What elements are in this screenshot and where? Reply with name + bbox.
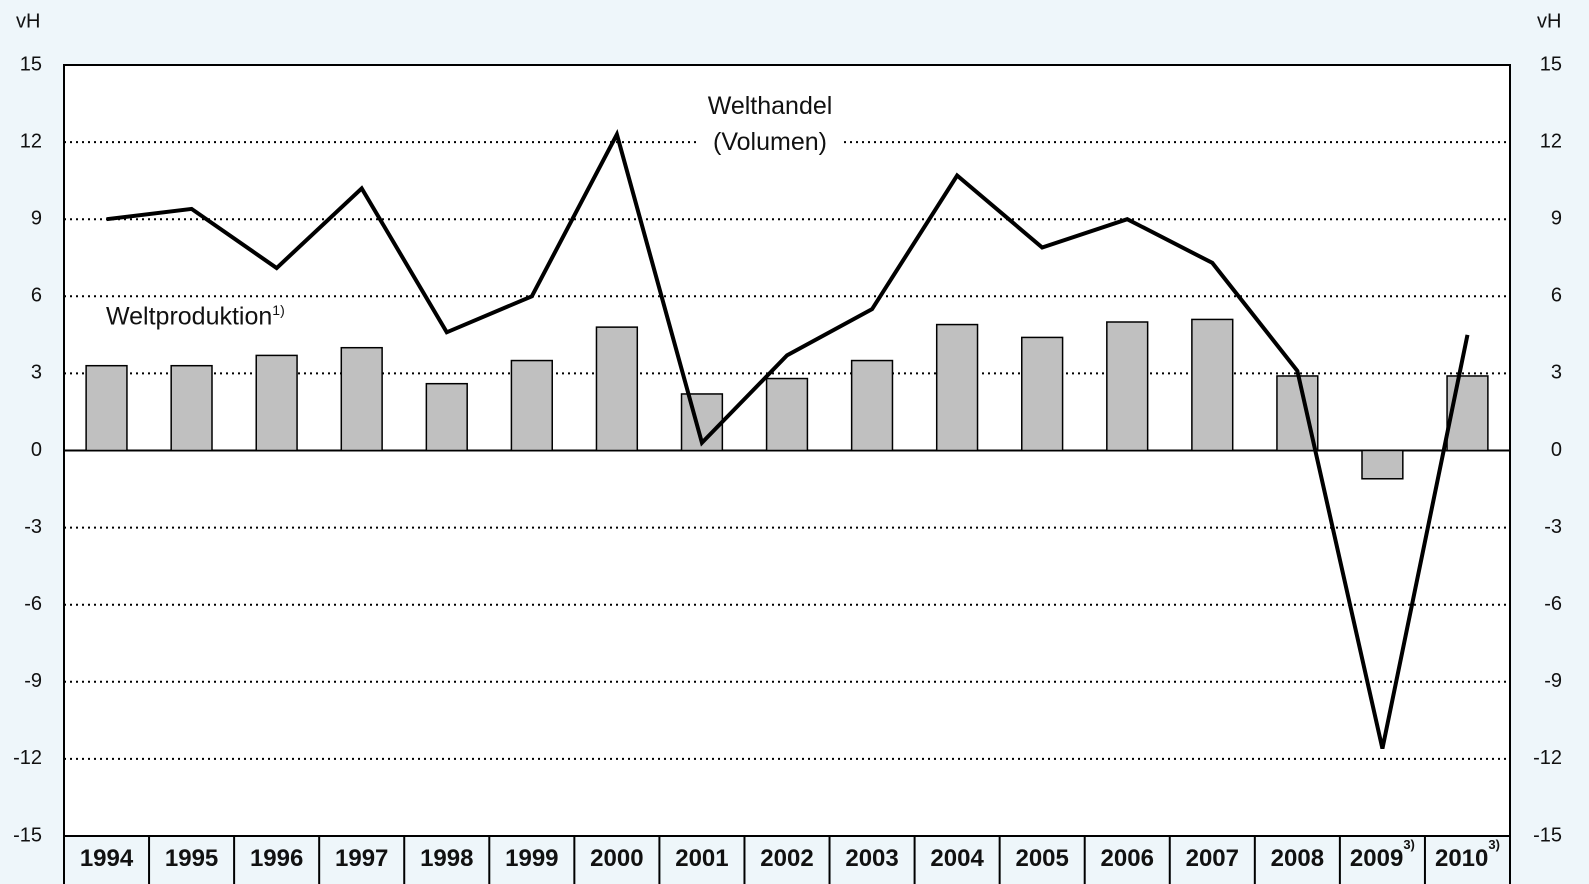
y-tick-label: 3 xyxy=(31,362,42,384)
x-tick-text: 2003 xyxy=(845,845,898,872)
x-tick-text: 1995 xyxy=(165,845,218,872)
bar xyxy=(85,364,128,452)
x-tick-text: 2005 xyxy=(1015,845,1068,872)
x-tick-text: 2004 xyxy=(930,845,984,872)
x-tick-text: 2002 xyxy=(760,845,813,872)
y2-tick-label: -6 xyxy=(1544,593,1562,615)
bar xyxy=(170,364,213,452)
y-tick-label: -3 xyxy=(24,516,42,538)
y2-tick-label: 3 xyxy=(1551,362,1562,384)
x-tick-label: 1997 xyxy=(335,845,388,872)
x-tick-label: 2007 xyxy=(1186,845,1239,872)
x-tick-label: 20103) xyxy=(1435,837,1500,872)
x-tick-label: 2005 xyxy=(1015,845,1068,872)
y2-tick-label: -9 xyxy=(1544,670,1562,692)
x-tick-label: 20093) xyxy=(1350,837,1415,872)
y2-axis-label: vH xyxy=(1537,10,1561,32)
x-tick-label: 2002 xyxy=(760,845,813,872)
x-tick-label: 2004 xyxy=(930,845,984,872)
bar-label: Weltproduktion1) xyxy=(106,302,285,331)
y2-tick-label: 12 xyxy=(1540,130,1562,152)
y-tick-label: 9 xyxy=(31,207,42,229)
y-tick-label: -15 xyxy=(13,824,42,846)
x-tick-text: 1994 xyxy=(80,845,134,872)
x-tick-label: 1998 xyxy=(420,845,473,872)
y-axis-label: vH xyxy=(16,10,40,32)
y2-tick-label: 0 xyxy=(1551,439,1562,461)
x-tick-text: 2001 xyxy=(675,845,728,872)
bar xyxy=(510,359,553,452)
x-tick-text: 2006 xyxy=(1101,845,1154,872)
y-tick-label: -9 xyxy=(24,670,42,692)
y2-tick-label: 15 xyxy=(1540,53,1562,75)
y2-tick-label: -3 xyxy=(1544,516,1562,538)
line-label: Welthandel (Volumen) xyxy=(700,88,840,160)
x-tick-text: 2000 xyxy=(590,845,643,872)
y-tick-label: 15 xyxy=(20,53,42,75)
x-tick-label: 1994 xyxy=(80,845,134,872)
line xyxy=(106,128,1470,750)
x-tick-label: 2008 xyxy=(1271,845,1324,872)
y2-tick-label: -15 xyxy=(1533,824,1562,846)
x-tick-text: 1998 xyxy=(420,845,473,872)
bar xyxy=(340,346,383,452)
bar xyxy=(1021,336,1064,452)
x-tick-text: 2008 xyxy=(1271,845,1324,872)
bar xyxy=(1106,321,1149,452)
bar xyxy=(1191,318,1234,452)
bar-label-text: Weltproduktion xyxy=(106,302,273,331)
x-tick-text: 2007 xyxy=(1186,845,1239,872)
y-tick-label: -6 xyxy=(24,593,42,615)
y-tick-label: 12 xyxy=(20,130,42,152)
bar xyxy=(850,359,894,452)
footnote: 1) xyxy=(272,302,285,318)
bar xyxy=(1361,449,1404,480)
bar xyxy=(425,382,468,452)
y2-tick-label: 6 xyxy=(1551,285,1562,307)
bar xyxy=(935,323,979,452)
x-tick-label: 2006 xyxy=(1101,845,1154,872)
y-tick-label: 0 xyxy=(31,439,42,461)
x-tick-label: 1996 xyxy=(250,845,303,872)
x-tick-text: 1999 xyxy=(505,845,558,872)
x-tick-text: 2010 xyxy=(1435,845,1488,872)
y2-tick-label: 9 xyxy=(1551,207,1562,229)
y2-tick-label: -12 xyxy=(1533,747,1562,769)
y-tick-label: 6 xyxy=(31,285,42,307)
x-tick-label: 1995 xyxy=(165,845,218,872)
x-tick-text: 2009 xyxy=(1350,845,1403,872)
x-tick-label: 2003 xyxy=(845,845,898,872)
x-tick-text: 1997 xyxy=(335,845,388,872)
x-tick-label: 2001 xyxy=(675,845,728,872)
x-tick-label: 2000 xyxy=(590,845,643,872)
x-tick-text: 1996 xyxy=(250,845,303,872)
bar xyxy=(1446,375,1489,452)
x-tick-footnote: 3) xyxy=(1403,837,1415,852)
x-tick-label: 1999 xyxy=(505,845,558,872)
bar xyxy=(255,354,298,452)
bar xyxy=(765,377,809,452)
bar xyxy=(595,326,639,452)
x-tick-footnote: 3) xyxy=(1488,837,1500,852)
y-tick-label: -12 xyxy=(13,747,42,769)
